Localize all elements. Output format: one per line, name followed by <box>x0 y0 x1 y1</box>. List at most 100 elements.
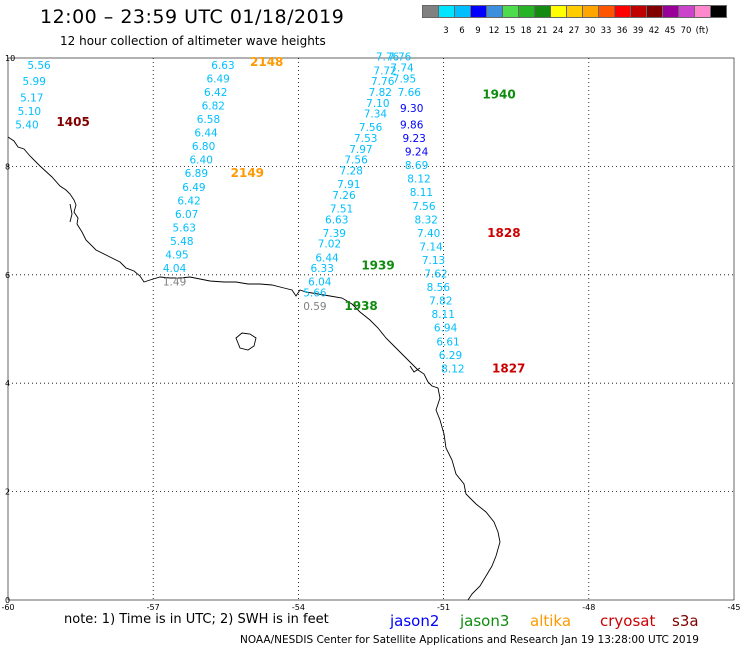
wave-height-label: 9.30 <box>400 103 423 115</box>
wave-height-label: 5.40 <box>15 119 38 131</box>
wave-height-label: 7.56 <box>344 155 368 167</box>
scale-label: 33 <box>600 26 612 36</box>
wave-height-label: 6.44 <box>194 128 218 140</box>
scale-label: 6 <box>459 26 465 36</box>
wave-height-label: 7.95 <box>393 73 416 85</box>
satellite-tracks: 5.565.995.175.105.406.636.496.426.826.58… <box>15 52 464 376</box>
scale-label: 36 <box>616 26 628 36</box>
legend-cryosat: cryosat <box>600 612 656 630</box>
wave-height-label: 6.07 <box>175 209 198 221</box>
wave-height-label: 7.10 <box>366 98 389 110</box>
wave-height-label: 8.12 <box>407 174 430 186</box>
wave-height-label: 7.82 <box>369 87 392 99</box>
scale-label: 3 <box>443 26 449 36</box>
legend-jason2: jason2 <box>390 612 440 630</box>
wave-height-label: 5.63 <box>173 222 196 234</box>
coastline-path <box>7 136 501 601</box>
wave-height-label: 6.33 <box>311 263 334 275</box>
scale-label: 45 <box>664 26 676 36</box>
wave-height-label: 7.82 <box>429 296 452 308</box>
wave-height-label: 7.76 <box>376 52 400 64</box>
wave-height-label: 7.51 <box>330 203 353 215</box>
wave-height-label: 6.82 <box>202 100 225 112</box>
wave-height-label: 7.53 <box>354 133 377 145</box>
color-scale: 3 6 9 12 15 18 21 24 27 30 33 36 39 42 45 70 (ft) <box>422 5 727 36</box>
wave-height-label: 9.23 <box>402 133 425 145</box>
pass-time-label: 1827 <box>492 361 525 375</box>
wave-height-label: 4.95 <box>165 250 188 262</box>
scale-label: 18 <box>520 26 532 36</box>
scale-label: 15 <box>504 26 516 36</box>
pass-time-label: 2149 <box>231 166 264 180</box>
map-frame <box>7 57 735 601</box>
legend-altika: altika <box>530 612 572 630</box>
wave-height-label: 6.29 <box>439 350 462 362</box>
wave-height-label: 7.91 <box>337 179 360 191</box>
river-mouth <box>409 365 421 373</box>
lat-lon-grid <box>8 58 734 600</box>
wave-height-label: 6.89 <box>185 168 208 180</box>
wave-height-label: 7.76 <box>371 76 395 88</box>
scale-label: 27 <box>568 26 580 36</box>
map-subtitle: 12 hour collection of altimeter wave hei… <box>60 34 326 48</box>
wave-height-label: 6.58 <box>197 114 220 126</box>
wave-height-label: 5.48 <box>170 236 193 248</box>
axis-labels: -60 -57 -54 -51 -48 -45 10 8 6 4 2 0 <box>1 54 740 612</box>
wave-height-label: 9.24 <box>405 147 429 159</box>
x-tick-label: -60 <box>1 603 14 612</box>
scale-label: 39 <box>632 26 644 36</box>
wave-height-label: 6.44 <box>315 252 339 264</box>
wave-height-label: 7.02 <box>318 239 341 251</box>
wave-height-label: 8.11 <box>410 187 433 199</box>
pass-times: 1405 2148 2149 1940 1828 1939 1938 1827 <box>56 55 525 375</box>
wave-height-label: 7.56 <box>412 201 436 213</box>
scale-label: 30 <box>584 26 596 36</box>
wave-height-label: 5.99 <box>23 76 46 88</box>
wave-height-label: 6.80 <box>192 141 215 153</box>
wave-height-label: 7.74 <box>390 63 414 75</box>
wave-height-label: 7.13 <box>422 255 445 267</box>
wave-height-label: 6.04 <box>308 277 332 289</box>
wave-height-label: 6.61 <box>436 336 459 348</box>
pass-time-label: 2148 <box>250 55 283 69</box>
island-outline <box>235 332 257 351</box>
wave-height-label: 7.62 <box>424 269 447 281</box>
pass-time-label: 1939 <box>361 258 394 272</box>
footer-note: note: 1) Time is in UTC; 2) SWH is in fe… <box>64 612 329 627</box>
wave-height-label: 0.59 <box>303 301 326 313</box>
y-tick-label: 6 <box>5 271 10 280</box>
wave-height-label: 8.56 <box>427 282 451 294</box>
wave-height-label: 7.40 <box>417 228 440 240</box>
x-tick-label: -51 <box>437 603 450 612</box>
wave-height-label: 4.04 <box>163 263 187 275</box>
wave-height-label: 7.39 <box>323 228 346 240</box>
x-tick-label: -54 <box>292 603 305 612</box>
wave-height-label: 7.14 <box>419 241 443 253</box>
wave-height-label: 8.12 <box>441 363 464 375</box>
legend-s3a: s3a <box>672 612 699 630</box>
wave-height-label: 5.10 <box>18 106 41 118</box>
y-tick-label: 8 <box>5 162 10 171</box>
pass-time-label: 1405 <box>56 115 89 129</box>
wave-height-label: 8.11 <box>432 309 455 321</box>
scale-label: 21 <box>536 26 548 36</box>
pass-time-label: 1938 <box>344 299 377 313</box>
wave-height-label: 1.49 <box>163 277 186 289</box>
wave-height-label: 7.72 <box>373 65 396 77</box>
wave-height-label: 7.26 <box>332 190 356 202</box>
wave-height-label: 5.56 <box>27 60 51 72</box>
wave-height-label: 6.40 <box>190 155 213 167</box>
wave-height-label: 8.32 <box>415 214 438 226</box>
wave-height-label: 6.49 <box>206 73 229 85</box>
wave-height-label: 6.42 <box>177 195 200 207</box>
wave-height-label: 6.49 <box>182 182 205 194</box>
wave-height-label: 7.28 <box>340 166 363 178</box>
wave-height-label: 6.42 <box>204 87 227 99</box>
pass-time-label: 1828 <box>487 226 520 240</box>
wave-height-label: 5.66 <box>303 287 327 299</box>
legend-jason3: jason3 <box>460 612 510 630</box>
wave-height-label: 6.94 <box>434 323 458 335</box>
y-tick-label: 4 <box>5 379 10 388</box>
wave-height-label: 7.97 <box>349 144 372 156</box>
wave-height-label: 7.76 <box>388 52 412 64</box>
